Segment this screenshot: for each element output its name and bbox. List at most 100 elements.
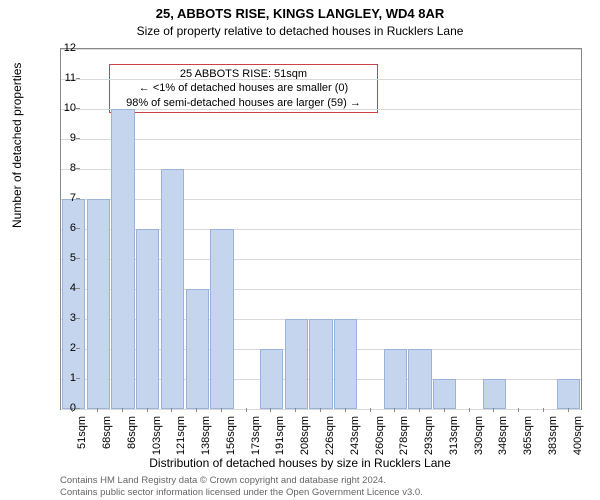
- x-tick-mark: [171, 408, 172, 412]
- x-tick-mark: [147, 408, 148, 412]
- bar: [260, 349, 283, 409]
- y-tick-label: 3: [60, 312, 76, 324]
- x-tick-mark: [518, 408, 519, 412]
- x-tick-label: 226sqm: [324, 416, 336, 456]
- bar: [334, 319, 357, 409]
- x-tick-label: 313sqm: [448, 416, 460, 456]
- gridline: [61, 139, 581, 140]
- x-tick-mark: [394, 408, 395, 412]
- y-tick-mark: [76, 78, 80, 79]
- bar: [111, 109, 134, 409]
- x-tick-label: 138sqm: [200, 416, 212, 456]
- y-tick-label: 10: [60, 102, 76, 114]
- x-tick-label: 365sqm: [522, 416, 534, 456]
- y-tick-mark: [76, 258, 80, 259]
- x-tick-mark: [270, 408, 271, 412]
- gridline: [61, 409, 581, 410]
- y-tick-mark: [76, 138, 80, 139]
- x-tick-label: 278sqm: [398, 416, 410, 456]
- x-tick-label: 173sqm: [250, 416, 262, 456]
- y-tick-label: 12: [60, 42, 76, 54]
- gridline: [61, 49, 581, 50]
- x-tick-mark: [444, 408, 445, 412]
- x-tick-label: 86sqm: [126, 416, 138, 456]
- x-tick-mark: [246, 408, 247, 412]
- x-axis-label: Distribution of detached houses by size …: [0, 456, 600, 470]
- footer-line1: Contains HM Land Registry data © Crown c…: [60, 475, 423, 486]
- x-tick-mark: [295, 408, 296, 412]
- y-tick-label: 2: [60, 342, 76, 354]
- bar: [136, 229, 159, 409]
- x-tick-label: 68sqm: [101, 416, 113, 456]
- chart-container: 25, ABBOTS RISE, KINGS LANGLEY, WD4 8AR …: [0, 0, 600, 500]
- footer-line2: Contains public sector information licen…: [60, 487, 423, 498]
- y-tick-label: 4: [60, 282, 76, 294]
- bar: [483, 379, 506, 409]
- annotation-line3: 98% of semi-detached houses are larger (…: [116, 96, 371, 110]
- chart-title-main: 25, ABBOTS RISE, KINGS LANGLEY, WD4 8AR: [0, 6, 600, 21]
- x-tick-label: 191sqm: [274, 416, 286, 456]
- bar: [433, 379, 456, 409]
- bar: [87, 199, 110, 409]
- x-tick-label: 103sqm: [151, 416, 163, 456]
- y-tick-label: 11: [60, 72, 76, 84]
- y-tick-mark: [76, 378, 80, 379]
- x-tick-label: 156sqm: [225, 416, 237, 456]
- y-tick-label: 7: [60, 192, 76, 204]
- footer-attribution: Contains HM Land Registry data © Crown c…: [60, 475, 423, 498]
- x-tick-mark: [469, 408, 470, 412]
- y-tick-mark: [76, 318, 80, 319]
- y-tick-mark: [76, 48, 80, 49]
- y-tick-label: 1: [60, 372, 76, 384]
- x-tick-mark: [568, 408, 569, 412]
- x-tick-label: 293sqm: [423, 416, 435, 456]
- y-tick-label: 6: [60, 222, 76, 234]
- x-tick-mark: [97, 408, 98, 412]
- x-tick-mark: [196, 408, 197, 412]
- bar: [210, 229, 233, 409]
- y-tick-mark: [76, 228, 80, 229]
- y-tick-mark: [76, 348, 80, 349]
- gridline: [61, 109, 581, 110]
- x-tick-label: 260sqm: [374, 416, 386, 456]
- bar: [186, 289, 209, 409]
- bar: [384, 349, 407, 409]
- x-tick-label: 348sqm: [497, 416, 509, 456]
- y-tick-mark: [76, 408, 80, 409]
- x-tick-label: 330sqm: [473, 416, 485, 456]
- x-tick-label: 243sqm: [349, 416, 361, 456]
- bar: [309, 319, 332, 409]
- x-tick-label: 400sqm: [572, 416, 584, 456]
- bar: [161, 169, 184, 409]
- x-tick-mark: [419, 408, 420, 412]
- y-tick-mark: [76, 198, 80, 199]
- annotation-box: 25 ABBOTS RISE: 51sqm ← <1% of detached …: [109, 64, 378, 113]
- gridline: [61, 199, 581, 200]
- bar: [557, 379, 580, 409]
- y-tick-mark: [76, 288, 80, 289]
- gridline: [61, 79, 581, 80]
- y-tick-label: 9: [60, 132, 76, 144]
- y-tick-label: 0: [60, 402, 76, 414]
- x-tick-mark: [221, 408, 222, 412]
- y-tick-mark: [76, 108, 80, 109]
- x-tick-mark: [543, 408, 544, 412]
- x-tick-mark: [72, 408, 73, 412]
- bar: [408, 349, 431, 409]
- x-tick-mark: [370, 408, 371, 412]
- x-tick-mark: [122, 408, 123, 412]
- x-tick-label: 383sqm: [547, 416, 559, 456]
- y-tick-label: 5: [60, 252, 76, 264]
- x-tick-mark: [345, 408, 346, 412]
- x-tick-label: 121sqm: [175, 416, 187, 456]
- y-axis-label: Number of detached properties: [10, 63, 24, 228]
- x-tick-label: 208sqm: [299, 416, 311, 456]
- x-tick-mark: [493, 408, 494, 412]
- bar: [285, 319, 308, 409]
- y-tick-label: 8: [60, 162, 76, 174]
- plot-area: 25 ABBOTS RISE: 51sqm ← <1% of detached …: [60, 48, 582, 410]
- x-tick-mark: [320, 408, 321, 412]
- annotation-line2: ← <1% of detached houses are smaller (0): [116, 81, 371, 95]
- chart-title-sub: Size of property relative to detached ho…: [0, 24, 600, 38]
- y-tick-mark: [76, 168, 80, 169]
